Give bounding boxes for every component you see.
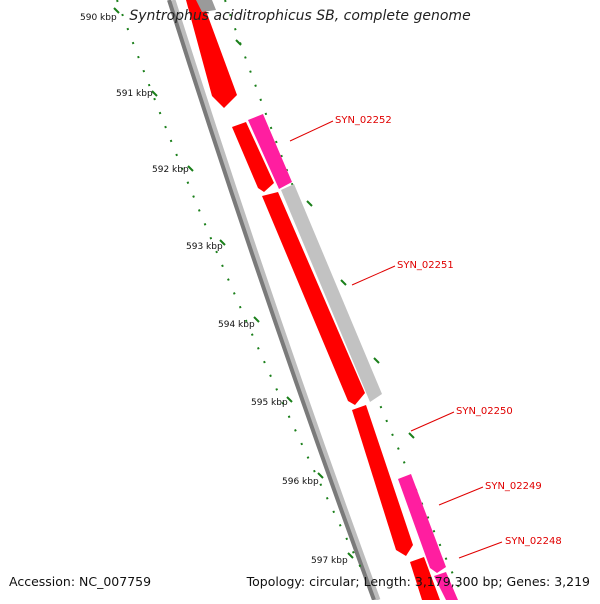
outer-tick-d	[373, 357, 380, 364]
leader-syn-02250	[410, 411, 455, 432]
outer-tick-a	[235, 39, 242, 46]
backbone-shadow	[170, 0, 381, 601]
gene-label-syn-02251[interactable]: SYN_02251	[397, 260, 454, 271]
outer-tick-c	[340, 279, 347, 286]
major-tick-592	[187, 165, 194, 172]
tick-label-595: 595 kbp	[251, 398, 288, 408]
cds-red-5[interactable]	[410, 557, 440, 600]
tick-label-593: 593 kbp	[186, 242, 223, 252]
cds-gray-2[interactable]	[281, 184, 382, 402]
cds-red-2[interactable]	[232, 122, 274, 192]
gene-label-syn-02252[interactable]: SYN_02252	[335, 115, 392, 126]
major-tick-595	[286, 396, 293, 403]
outer-tick-b	[306, 200, 313, 207]
major-tick-597	[347, 552, 354, 559]
cds-red-4[interactable]	[352, 405, 413, 556]
tick-label-590: 590 kbp	[80, 13, 117, 23]
tick-label-596: 596 kbp	[282, 477, 319, 487]
genome-info-text: Topology: circular; Length: 3,179,300 bp…	[246, 574, 590, 589]
cds-red-1[interactable]	[186, 0, 237, 108]
cds-gray-top[interactable]	[196, 0, 216, 12]
tick-label-591: 591 kbp	[116, 89, 153, 99]
gene-label-syn-02250[interactable]: SYN_02250	[456, 406, 513, 417]
backbone-line	[167, 0, 376, 601]
cds-magenta-1[interactable]	[248, 114, 292, 189]
leader-syn-02251	[351, 265, 396, 286]
tick-label-592: 592 kbp	[152, 165, 189, 175]
major-tick-594	[253, 316, 260, 323]
cds-magenta-3[interactable]	[434, 572, 458, 600]
major-tick-593	[219, 239, 226, 246]
gene-label-syn-02248[interactable]: SYN_02248	[505, 536, 562, 547]
major-tick-596	[317, 472, 324, 479]
leader-syn-02249	[438, 486, 484, 506]
tick-label-597: 597 kbp	[311, 556, 348, 566]
leader-syn-02248	[458, 541, 503, 559]
major-tick-591	[151, 90, 158, 97]
cds-magenta-2[interactable]	[398, 474, 446, 573]
accession-text: Accession: NC_007759	[9, 574, 152, 589]
tick-label-594: 594 kbp	[218, 320, 255, 330]
outer-tick-e	[408, 432, 415, 439]
map-title: Syntrophus aciditrophicus SB, complete g…	[129, 8, 471, 24]
leader-syn-02252	[289, 120, 334, 142]
cds-red-3[interactable]	[262, 192, 365, 405]
gene-label-syn-02249[interactable]: SYN_02249	[485, 481, 542, 492]
major-tick-590	[113, 7, 120, 14]
